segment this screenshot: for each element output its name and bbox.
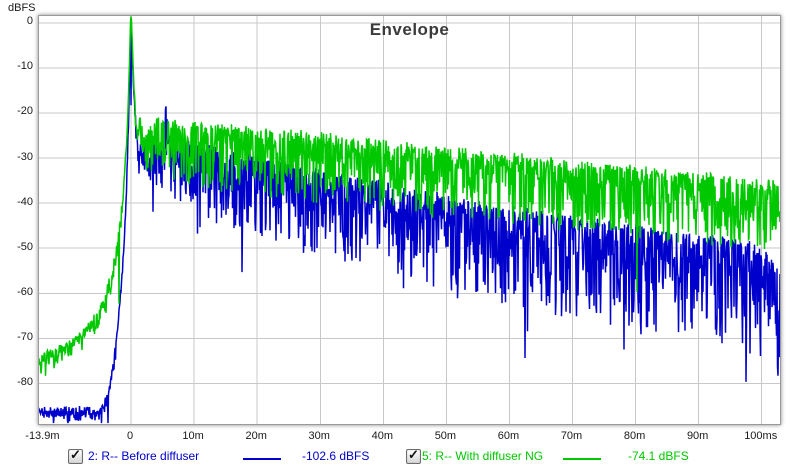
y-tick-label: 0 <box>26 15 33 28</box>
x-tick-label: 100ms <box>744 430 778 442</box>
x-tick-label: 80m <box>623 430 646 442</box>
chart-title: Envelope <box>369 20 450 39</box>
envelope-chart <box>39 16 780 424</box>
x-tick-label: 60m <box>497 430 520 442</box>
plot-area: Envelope <box>38 15 781 425</box>
y-axis-unit-label: dBFS <box>8 2 36 14</box>
trace-with-diffuser <box>39 16 780 376</box>
y-tick-label: -20 <box>17 105 33 118</box>
series-before-diffuser-current-value: -102.6 dBFS <box>302 449 370 463</box>
x-tick-label: 30m <box>308 430 330 442</box>
series-with-diffuser-line-swatch <box>563 458 601 460</box>
y-tick-label: -70 <box>17 330 33 343</box>
x-tick-label: 40m <box>371 430 394 442</box>
series-before-diffuser-checkbox[interactable]: ✓ <box>68 447 83 464</box>
y-tick-label: -10 <box>17 60 33 73</box>
series-before-diffuser-line-swatch <box>243 458 281 460</box>
y-tick-label: -50 <box>17 240 33 253</box>
y-tick-label: -60 <box>17 285 33 298</box>
y-tick-label: -30 <box>17 150 33 163</box>
x-tick-label: 10m <box>182 430 204 442</box>
x-tick-label: 90m <box>686 430 709 442</box>
series-before-diffuser-label: 2: R-- Before diffuser <box>88 449 200 463</box>
x-tick-label: 70m <box>560 430 583 442</box>
checkmark-icon: ✓ <box>70 447 81 462</box>
x-tick-label: -13.9m <box>25 430 60 442</box>
x-tick-label: 50m <box>434 430 457 442</box>
series-with-diffuser-checkbox[interactable]: ✓ <box>406 447 421 464</box>
checkmark-icon: ✓ <box>408 447 419 462</box>
series-with-diffuser-label: 5: R-- With diffuser NG <box>422 449 544 463</box>
y-tick-label: -40 <box>17 195 33 208</box>
x-tick-label: 0 <box>127 430 134 442</box>
series-with-diffuser-current-value: -74.1 dBFS <box>628 449 689 463</box>
y-tick-label: -80 <box>17 375 33 388</box>
x-tick-label: 20m <box>245 430 267 442</box>
